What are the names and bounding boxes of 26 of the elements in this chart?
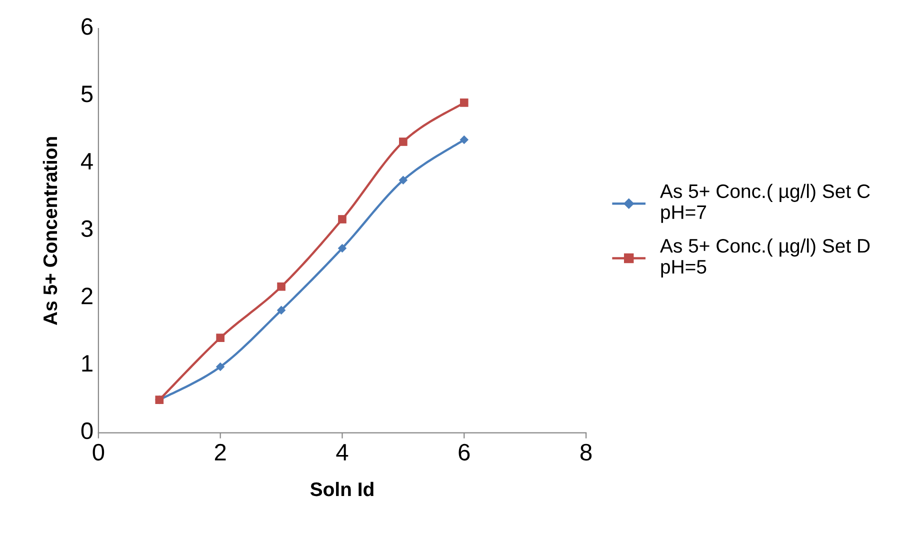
legend-label: As 5+ Conc.( µg/l) Set D pH=5 — [660, 238, 870, 278]
y-tick-label: 5 — [81, 86, 93, 102]
legend-label: As 5+ Conc.( µg/l) Set C pH=7 — [660, 184, 870, 223]
x-tick-label: 4 — [336, 444, 348, 460]
x-tick-label: 2 — [214, 444, 226, 460]
point — [460, 135, 469, 144]
y-tick-label: 2 — [82, 288, 92, 304]
point — [276, 306, 286, 315]
x-axis-title: Soln Id — [310, 482, 374, 496]
y-tick-label: 1 — [82, 355, 92, 372]
y-axis-title: As 5+ Concentration — [42, 137, 58, 326]
x-tick-label: 6 — [458, 444, 470, 461]
point — [216, 334, 225, 342]
point — [277, 282, 286, 291]
point — [338, 244, 347, 253]
x-tick-label: 8 — [580, 444, 592, 461]
point — [398, 176, 408, 185]
x-tick-label: 0 — [92, 444, 104, 461]
point — [399, 138, 408, 146]
point — [338, 215, 346, 224]
y-tick-label: 3 — [81, 220, 93, 238]
point — [460, 98, 468, 107]
y-tick-label: 0 — [81, 422, 93, 440]
y-tick-label: 6 — [82, 18, 93, 35]
y-tick-label: 4 — [80, 153, 93, 170]
point — [216, 362, 225, 372]
